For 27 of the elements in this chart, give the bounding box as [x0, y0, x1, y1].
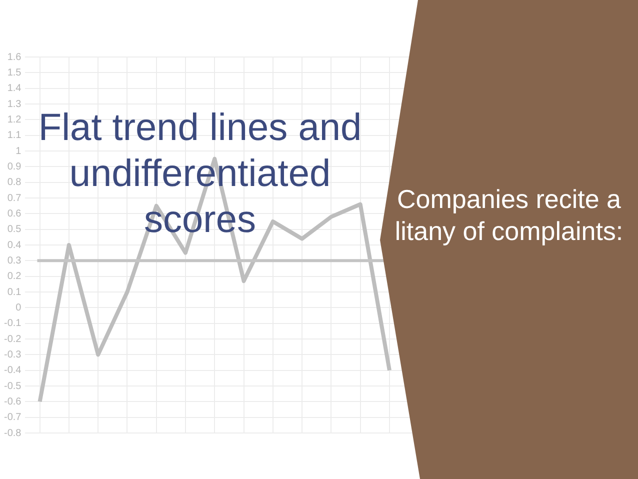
y-tick-label: 0.4	[7, 240, 22, 251]
y-tick-label: -0.5	[4, 380, 22, 392]
y-tick-label: 0.3	[7, 255, 22, 266]
y-tick-label: -0.4	[4, 365, 22, 376]
y-tick-label: 0.9	[7, 161, 22, 172]
y-tick-label: 0.2	[7, 271, 22, 282]
y-tick-label: 0.5	[7, 224, 22, 236]
text: Flat trend lines and undifferentiated scores	[37, 106, 363, 243]
y-tick-label: 1.6	[7, 52, 22, 63]
y-tick-label: -0.8	[4, 428, 22, 439]
y-tick-label: 1.2	[7, 114, 22, 126]
y-tick-label: 0.8	[7, 177, 22, 188]
y-tick-label: 1	[16, 146, 22, 157]
y-tick-label: -0.1	[4, 318, 22, 330]
y-tick-label: -0.2	[4, 334, 22, 345]
y-tick-label: 0	[16, 302, 22, 314]
y-tick-label: 1.4	[7, 83, 22, 94]
y-tick-label: 0.1	[7, 286, 22, 298]
y-tick-label: 0.6	[7, 208, 22, 220]
y-tick-label: -0.7	[4, 412, 22, 424]
y-tick-label: 1.5	[7, 67, 22, 78]
y-tick-label: -0.6	[4, 396, 22, 408]
annotation: Companies recite a litany of complaints:	[394, 183, 624, 247]
y-tick-label: 1.3	[7, 98, 22, 110]
y-tick-label: 1.1	[7, 130, 22, 142]
y-tick-label: 0.7	[7, 192, 22, 204]
y-tick-label: -0.3	[4, 349, 22, 360]
